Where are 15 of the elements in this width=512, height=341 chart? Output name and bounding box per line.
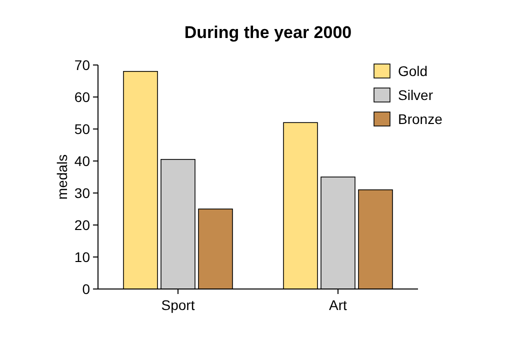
y-tick-label: 40 — [74, 152, 90, 169]
y-tick-label: 50 — [74, 120, 90, 137]
y-tick-label: 0 — [82, 280, 90, 297]
y-tick-label: 30 — [74, 184, 90, 201]
y-tick-label: 60 — [74, 88, 90, 105]
y-tick-label: 10 — [74, 248, 90, 265]
legend-label: Silver — [398, 86, 434, 103]
y-tick-label: 20 — [74, 216, 90, 233]
y-tick-label: 70 — [74, 56, 90, 73]
chart-title: During the year 2000 — [184, 23, 352, 42]
y-axis-title: medals — [54, 154, 70, 200]
legend-label: Bronze — [398, 110, 443, 127]
legend-label: Gold — [398, 62, 428, 79]
x-tick-label: Art — [329, 297, 348, 313]
x-tick-label: Sport — [161, 297, 195, 313]
